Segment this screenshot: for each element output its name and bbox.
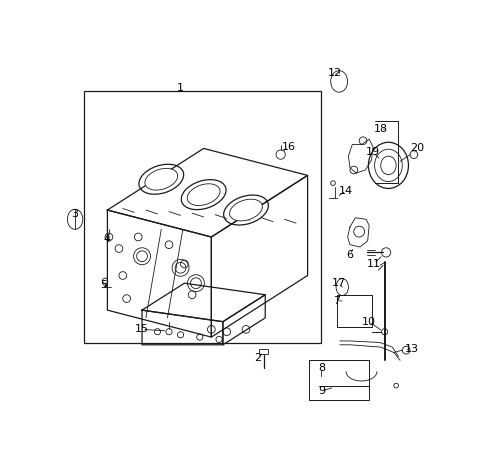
- Ellipse shape: [187, 184, 220, 205]
- Text: 9: 9: [318, 386, 325, 396]
- Text: 7: 7: [333, 296, 340, 306]
- Bar: [84, 91, 322, 343]
- Text: 15: 15: [135, 325, 149, 334]
- Polygon shape: [142, 310, 223, 345]
- Text: 8: 8: [318, 363, 325, 373]
- Text: 3: 3: [72, 209, 79, 219]
- Text: 19: 19: [366, 147, 380, 157]
- Text: 14: 14: [339, 186, 353, 196]
- Text: 2: 2: [254, 353, 261, 363]
- Polygon shape: [108, 210, 211, 337]
- Text: 17: 17: [331, 278, 346, 288]
- Text: 1: 1: [177, 84, 184, 93]
- Ellipse shape: [145, 169, 178, 190]
- Text: 16: 16: [281, 142, 295, 152]
- Text: 18: 18: [374, 124, 388, 134]
- Polygon shape: [211, 176, 308, 337]
- Text: 10: 10: [362, 317, 376, 327]
- Ellipse shape: [229, 199, 263, 221]
- Text: 20: 20: [410, 143, 424, 154]
- Polygon shape: [142, 283, 265, 322]
- Text: 5: 5: [100, 280, 107, 290]
- Polygon shape: [108, 149, 308, 237]
- Bar: [337, 295, 372, 327]
- Text: 11: 11: [367, 259, 381, 269]
- Polygon shape: [348, 218, 369, 247]
- Text: 6: 6: [347, 250, 353, 260]
- Text: 4: 4: [104, 234, 111, 244]
- Bar: [309, 360, 369, 400]
- Text: 12: 12: [327, 68, 342, 78]
- Polygon shape: [348, 139, 373, 173]
- Polygon shape: [223, 295, 265, 345]
- Text: 13: 13: [405, 344, 419, 354]
- Bar: [259, 349, 268, 354]
